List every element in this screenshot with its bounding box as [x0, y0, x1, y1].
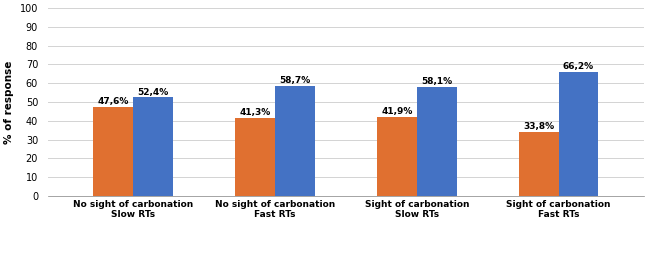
Text: 33,8%: 33,8%	[523, 122, 555, 131]
Text: 58,1%: 58,1%	[421, 77, 452, 86]
Bar	[559, 72, 598, 196]
Bar	[93, 107, 133, 196]
Text: 66,2%: 66,2%	[563, 62, 594, 71]
Text: 52,4%: 52,4%	[137, 88, 168, 97]
Text: 41,3%: 41,3%	[239, 109, 271, 118]
Bar	[235, 118, 275, 196]
Bar	[377, 117, 417, 196]
Bar	[275, 86, 315, 196]
Bar	[519, 132, 559, 196]
Text: 41,9%: 41,9%	[381, 107, 413, 116]
Bar	[133, 97, 173, 196]
Y-axis label: % of response: % of response	[4, 60, 14, 144]
Bar	[417, 87, 456, 196]
Text: 58,7%: 58,7%	[279, 76, 310, 85]
Text: 47,6%: 47,6%	[97, 97, 129, 106]
